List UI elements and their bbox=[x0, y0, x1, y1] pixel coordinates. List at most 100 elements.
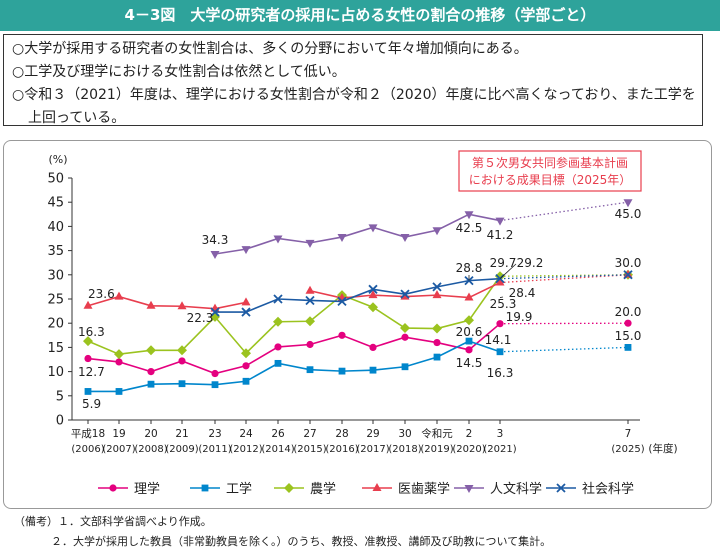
y-axis-label: (%) bbox=[48, 153, 67, 166]
target-box-line-1: 第５次男女共同参画基本計画 bbox=[472, 155, 628, 170]
series-工学-target-line bbox=[499, 346, 629, 353]
data-label: 45.0 bbox=[615, 207, 642, 221]
leader-line bbox=[499, 263, 517, 279]
series-農学-point bbox=[114, 349, 124, 360]
series-社会科学-point bbox=[241, 307, 251, 317]
legend-marker bbox=[109, 484, 117, 492]
series-農学-point bbox=[146, 345, 156, 356]
x-tick-label-year: (2019) bbox=[420, 444, 453, 455]
data-label: 12.7 bbox=[78, 365, 105, 379]
series-人文科学-line bbox=[214, 213, 501, 255]
series-医歯薬学-point bbox=[177, 301, 187, 310]
legend-label: 工学 bbox=[226, 481, 252, 497]
x-tick-label-era: 27 bbox=[303, 428, 316, 440]
series-理学-point bbox=[465, 346, 473, 354]
x-tick-label-era: 30 bbox=[398, 428, 411, 440]
series-理学-point bbox=[338, 331, 346, 339]
series-人文科学-point bbox=[337, 234, 347, 243]
data-label: 22.3 bbox=[187, 311, 214, 325]
x-tick-label-era: 2 bbox=[466, 428, 473, 440]
y-tick-label: 35 bbox=[47, 244, 64, 259]
series-医歯薬学-point bbox=[114, 291, 124, 300]
series-農学-target-line bbox=[499, 274, 629, 277]
series-理学-point bbox=[115, 358, 123, 366]
leader-line bbox=[499, 296, 504, 298]
series-農学-point bbox=[177, 345, 187, 356]
x-tick-label-era: 23 bbox=[208, 428, 221, 440]
series-理学-target-point bbox=[624, 319, 632, 327]
series-工学-target-point bbox=[624, 344, 632, 351]
line-chart: 0 5 10 15 20 25 30 35 40 45 50 (%) 平成18 (2006) 19 (2007… bbox=[47, 150, 678, 497]
series-工学-point bbox=[115, 388, 123, 395]
y-tick-label: 15 bbox=[47, 341, 64, 356]
x-tick-label-year: (2025) bbox=[611, 444, 644, 455]
series-社会科学-point bbox=[337, 296, 347, 307]
x-tick-label-era: 平成18 bbox=[71, 428, 105, 440]
series-農学-point bbox=[400, 323, 410, 334]
x-tick-label-era: 26 bbox=[271, 428, 285, 440]
series-人文科学-point bbox=[400, 234, 410, 243]
x-tick-label-era: 7 bbox=[625, 428, 632, 440]
summary-bullet-3: ○令和３（2021）年度は、理学における女性割合が令和２（2020）年度に比べ高… bbox=[12, 87, 696, 126]
series-工学-point bbox=[211, 381, 219, 389]
chart-frame bbox=[3, 140, 712, 509]
y-tick-label: 30 bbox=[47, 268, 64, 283]
series-工学-point bbox=[178, 380, 186, 388]
target-box-line-2: における成果目標（2025年） bbox=[469, 173, 632, 187]
series-理学-point bbox=[274, 343, 282, 351]
series-工学-point bbox=[496, 348, 504, 356]
series-医歯薬学-point bbox=[146, 300, 156, 309]
x-tick-label-era: 29 bbox=[366, 428, 379, 440]
x-tick-label-year: (2014) bbox=[261, 444, 294, 455]
y-tick-label: 50 bbox=[47, 172, 64, 187]
x-tick-label-year: (2009) bbox=[165, 444, 198, 455]
page-title: 4－3図 大学の研究者の採用に占める女性の割合の推移（学部ごと） bbox=[0, 0, 720, 31]
series-人文科学-point bbox=[210, 250, 220, 259]
series-社会科学-point bbox=[432, 282, 442, 292]
series-人文科学-point bbox=[305, 239, 315, 248]
series-社会科学-point bbox=[305, 295, 315, 306]
x-tick-label-era: 24 bbox=[239, 428, 253, 440]
series-人文科学-point bbox=[495, 217, 505, 226]
x-tick-label-era: 令和元 bbox=[421, 427, 453, 440]
legend-marker bbox=[201, 484, 209, 492]
data-label: 14.1 bbox=[485, 333, 512, 347]
data-label: 29.2 bbox=[517, 256, 544, 270]
series-工学-point bbox=[433, 353, 441, 361]
legend-marker bbox=[372, 483, 382, 491]
x-tick-label-year: (2017) bbox=[356, 444, 389, 455]
x-tick-label-year: (2020) bbox=[452, 444, 485, 455]
series-農学-line bbox=[87, 275, 501, 355]
series-医歯薬学-point bbox=[495, 277, 505, 286]
series-人文科学-point bbox=[464, 211, 474, 220]
series-理学-point bbox=[306, 340, 314, 349]
legend-marker bbox=[464, 485, 474, 493]
series-理学-point bbox=[496, 320, 504, 328]
series-理学-point bbox=[211, 369, 219, 378]
series-理学-point bbox=[84, 354, 92, 363]
series-農学-point bbox=[464, 315, 474, 326]
series-理学-point bbox=[433, 338, 441, 347]
legend-label: 社会科学 bbox=[582, 481, 634, 497]
y-tick-label: 10 bbox=[47, 365, 64, 380]
series-工学-point bbox=[242, 377, 250, 385]
x-axis-label: (年度) bbox=[648, 442, 677, 455]
series-農学-point bbox=[241, 348, 251, 359]
series-社会科学-line bbox=[215, 277, 501, 313]
series-理学-point bbox=[369, 343, 377, 351]
series-工学-point bbox=[338, 367, 346, 375]
target-box bbox=[458, 150, 642, 192]
summary-box: ○大学が採用する研究者の女性割合は、多くの分野において年々増加傾向にある。 ○工… bbox=[3, 34, 703, 126]
x-tick-label-era: 19 bbox=[112, 428, 125, 440]
data-label: 34.3 bbox=[202, 233, 229, 247]
x-tick-label-year: (2012) bbox=[229, 444, 262, 455]
y-tick-label: 5 bbox=[56, 389, 64, 404]
x-tick-label-year: (2011) bbox=[198, 444, 231, 455]
y-tick-label: 20 bbox=[47, 317, 64, 332]
notes: （備考）１．文部科学省調べより作成。 ２．大学が採用した教員（非常勤教員を除く。… bbox=[14, 512, 551, 552]
x-tick-label-year: (2006) bbox=[71, 444, 104, 455]
series-社会科学-point bbox=[273, 294, 283, 304]
series-農学-point bbox=[305, 316, 315, 327]
series-人文科学-point bbox=[368, 224, 378, 233]
data-label: 42.5 bbox=[456, 221, 483, 235]
